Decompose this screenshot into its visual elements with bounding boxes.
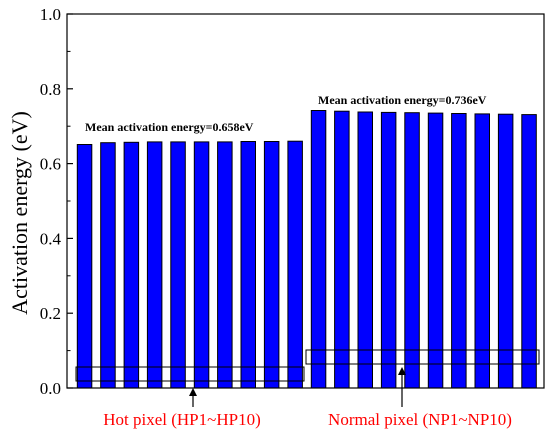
bar-2-8 <box>474 113 490 389</box>
y-tick-label-1: 0.2 <box>40 304 61 323</box>
hot-pixel-label: Hot pixel (HP1~HP10) <box>103 410 260 429</box>
bar-1-4 <box>146 141 163 389</box>
bar-2-5 <box>404 112 420 389</box>
normal-pixel-box <box>305 349 540 365</box>
bar-1-1 <box>76 144 93 389</box>
bar-1-8 <box>240 141 256 389</box>
bar-2-7 <box>451 113 467 389</box>
bars-group <box>76 110 537 389</box>
hot-pixel-box <box>75 366 305 382</box>
normal-pixel-label: Normal pixel (NP1~NP10) <box>328 410 512 429</box>
bar-1-3 <box>123 141 140 389</box>
bar-2-10 <box>521 114 537 389</box>
y-tick-label-0: 0.0 <box>40 379 61 398</box>
bar-1-5 <box>170 141 186 389</box>
bar-1-2 <box>100 142 116 389</box>
bar-2-2 <box>334 110 350 389</box>
bar-2-3 <box>357 111 373 389</box>
normal-pointer-arrow <box>398 367 406 407</box>
hot-mean-annotation: Mean activation energy=0.658eV <box>85 120 254 134</box>
y-tick-label-5: 1.0 <box>40 5 61 24</box>
hot-pointer-arrow <box>189 388 197 407</box>
group-boxes <box>75 349 540 382</box>
bar-1-9 <box>263 141 280 389</box>
y-tick-label-2: 0.4 <box>40 229 62 248</box>
bar-2-4 <box>380 111 397 389</box>
bar-2-9 <box>497 113 514 389</box>
bar-1-6 <box>193 141 210 389</box>
bar-2-1 <box>310 110 327 389</box>
bar-1-10 <box>287 140 303 389</box>
normal-mean-annotation: Mean activation energy=0.736eV <box>318 93 487 107</box>
y-axis-label: Activation energy (eV) <box>7 111 32 315</box>
y-tick-label-3: 0.6 <box>40 155 61 174</box>
y-ticks: 0.0 0.2 0.4 0.6 0.8 1.0 <box>40 5 73 398</box>
bar-2-6 <box>427 112 444 389</box>
bar-1-7 <box>217 141 233 389</box>
y-tick-label-4: 0.8 <box>40 80 61 99</box>
